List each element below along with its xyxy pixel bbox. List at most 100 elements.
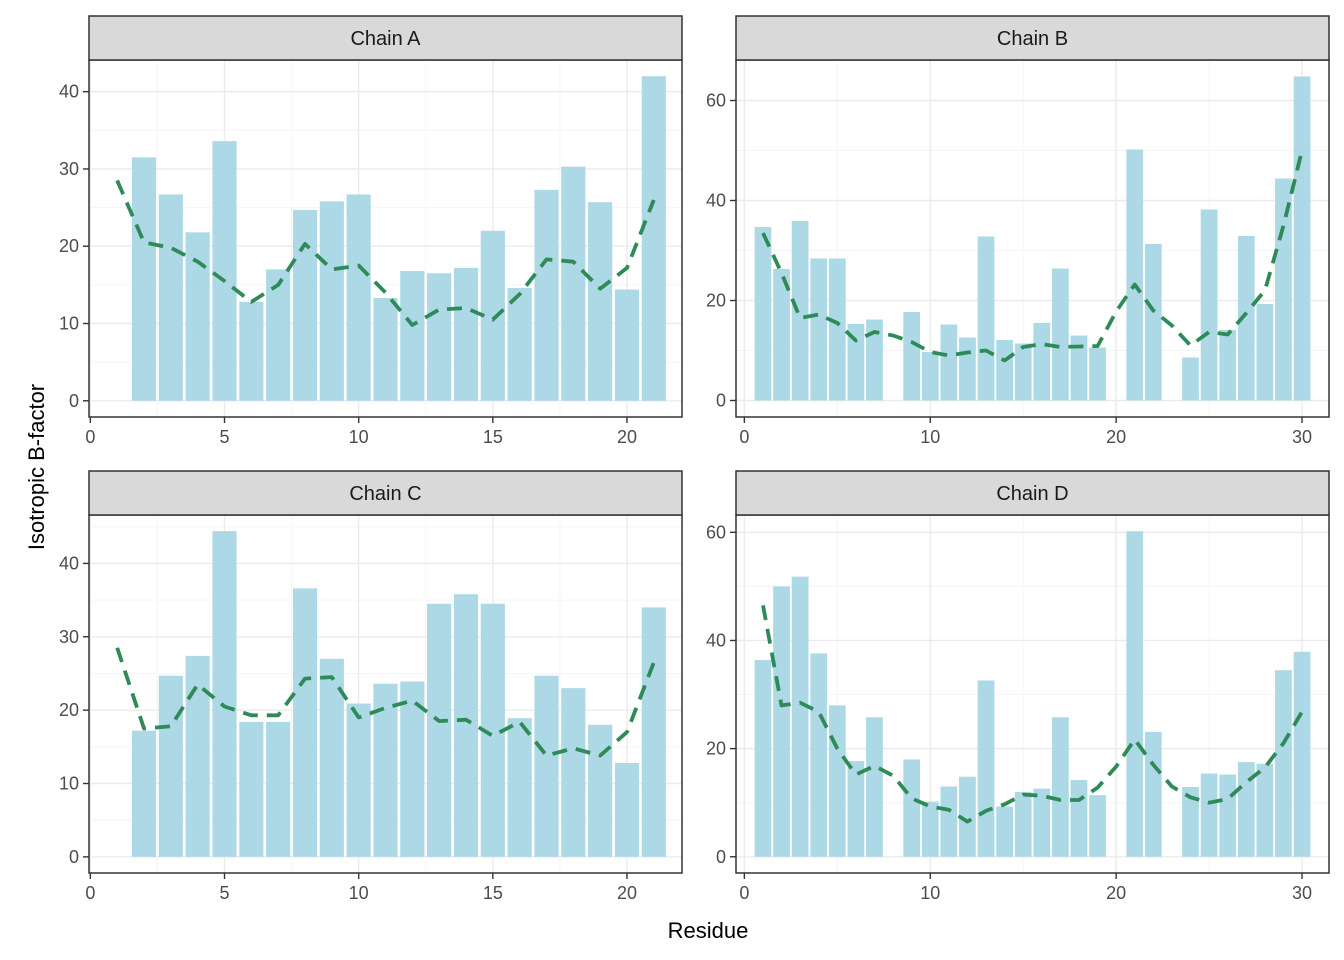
bar	[1033, 323, 1051, 401]
bar	[131, 157, 157, 401]
smooth-line	[761, 150, 1304, 363]
x-tick-label: 10	[349, 883, 369, 903]
bar	[1126, 149, 1144, 401]
y-tick-label: 20	[59, 236, 79, 256]
bar	[1070, 779, 1088, 857]
smooth-line	[115, 647, 656, 758]
smooth-line	[761, 604, 1304, 824]
bar	[1275, 670, 1292, 857]
y-tick-label: 60	[706, 91, 726, 111]
bar	[427, 273, 452, 401]
bar	[480, 230, 505, 401]
bar	[507, 718, 532, 857]
y-tick-label: 20	[59, 700, 79, 720]
bar	[810, 653, 828, 857]
bar	[561, 688, 586, 857]
bar	[453, 267, 479, 401]
bar	[1256, 304, 1274, 401]
bar	[158, 194, 183, 401]
y-tick-label: 0	[716, 847, 726, 867]
bar	[828, 705, 846, 857]
y-tick-label: 10	[59, 314, 79, 334]
bar	[400, 681, 425, 857]
bar	[791, 221, 809, 401]
y-tick-label: 0	[69, 847, 79, 867]
x-tick-label: 20	[617, 427, 637, 447]
facet-strip-label: Chain D	[996, 483, 1068, 505]
x-tick-label: 0	[85, 883, 95, 903]
x-axis-title: Residue	[668, 918, 749, 943]
bar	[847, 761, 865, 857]
bar	[131, 730, 157, 857]
x-tick-label: 15	[483, 427, 503, 447]
y-tick-label: 0	[716, 391, 726, 411]
bar	[1237, 236, 1255, 401]
y-tick-label: 20	[706, 291, 726, 311]
y-tick-label: 30	[59, 159, 79, 179]
bar	[828, 258, 846, 401]
bar	[400, 270, 425, 401]
bar	[866, 319, 883, 401]
bar	[959, 337, 976, 401]
x-tick-label: 10	[920, 883, 940, 903]
bar	[1126, 531, 1144, 857]
bar	[847, 324, 865, 401]
facet-strip	[735, 470, 1330, 516]
x-tick-label: 0	[739, 883, 749, 903]
bar	[614, 762, 640, 857]
bar	[1052, 717, 1069, 857]
y-tick-label: 10	[59, 774, 79, 794]
y-tick-label: 40	[706, 191, 726, 211]
bar	[1275, 178, 1292, 401]
bar	[996, 806, 1013, 857]
bar	[588, 724, 613, 857]
bar	[1089, 795, 1106, 857]
facet-panel-3: Chain C 0 5 10 15 20 0 10 20 30 40	[59, 470, 683, 903]
bar	[1200, 773, 1218, 857]
x-tick-label: 30	[1292, 883, 1312, 903]
bar	[1144, 731, 1162, 857]
bar	[903, 759, 921, 857]
bar	[866, 717, 883, 857]
bar	[921, 801, 939, 857]
bar	[1293, 651, 1311, 857]
bar	[641, 607, 666, 857]
bar	[1144, 244, 1162, 401]
bar	[903, 312, 921, 401]
x-tick-label: 5	[219, 883, 229, 903]
bar	[346, 703, 371, 857]
bar	[940, 324, 958, 401]
bar	[266, 721, 291, 857]
bar	[1182, 357, 1199, 401]
bar	[239, 721, 264, 857]
y-tick-label: 20	[706, 739, 726, 759]
facet-panel-1: Chain A 0 5 10 15 20 0 10 20 30 40	[59, 15, 683, 447]
bar	[588, 202, 613, 401]
y-tick-label: 40	[59, 82, 79, 102]
x-tick-label: 20	[1106, 427, 1126, 447]
bar	[534, 189, 559, 401]
x-tick-label: 0	[739, 427, 749, 447]
bar	[791, 576, 809, 857]
facet-strip	[735, 15, 1330, 61]
bar	[1014, 791, 1032, 857]
bar	[1293, 76, 1311, 401]
facet-panel-4: Chain D 0 10 20 30 0 20 40 60	[706, 470, 1330, 903]
bar	[427, 603, 452, 857]
y-axis-title: Isotropic B-factor	[24, 384, 49, 550]
y-tick-label: 0	[69, 391, 79, 411]
bar	[239, 301, 264, 401]
y-tick-label: 40	[59, 553, 79, 573]
bar	[158, 675, 183, 857]
bar	[1256, 763, 1274, 857]
bar	[996, 340, 1013, 401]
bar	[977, 236, 995, 401]
bar	[453, 594, 479, 857]
bar	[212, 141, 237, 401]
facet-strip	[88, 470, 683, 516]
y-tick-label: 30	[59, 627, 79, 647]
bar	[641, 76, 666, 401]
facet-panels: Chain A 0 5 10 15 20 0 10 20 30 40 Chain B 0 10 20 30 0 2…	[59, 15, 1330, 903]
bar	[185, 232, 210, 401]
bar	[1052, 268, 1069, 401]
